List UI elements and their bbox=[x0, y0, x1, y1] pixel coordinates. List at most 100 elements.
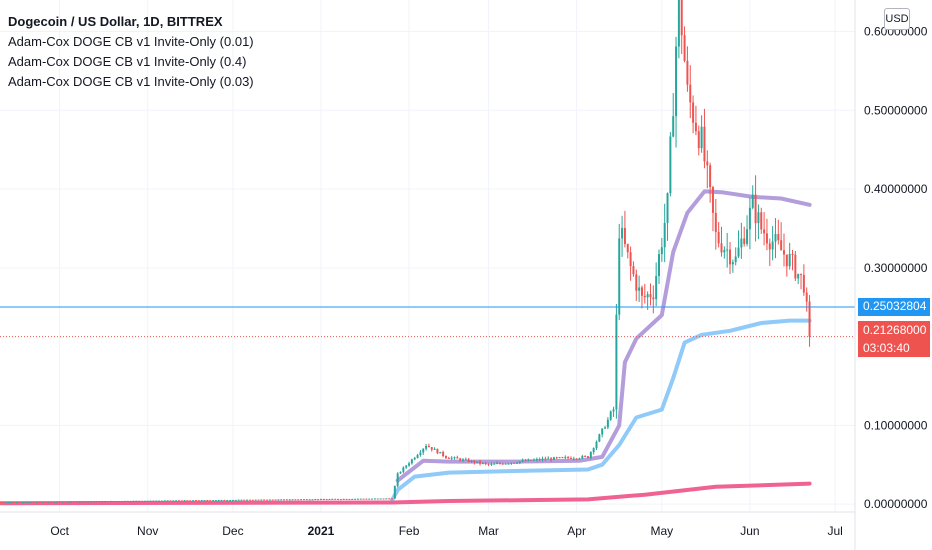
candle-body bbox=[141, 500, 144, 502]
candle-body bbox=[513, 462, 516, 464]
candle-body bbox=[35, 501, 38, 503]
candle-body bbox=[797, 273, 800, 279]
candle-body bbox=[356, 498, 359, 500]
y-tick-label: 0.40000000 bbox=[864, 182, 928, 196]
candle-body bbox=[75, 501, 78, 503]
indicator-label-1[interactable]: Adam-Cox DOGE CB v1 Invite-Only (0.01) bbox=[8, 34, 254, 49]
candle-body bbox=[666, 193, 669, 223]
candle-body bbox=[538, 459, 541, 461]
candle-body bbox=[663, 222, 666, 248]
candle-body bbox=[98, 501, 101, 503]
x-tick-label: Mar bbox=[478, 524, 499, 538]
candle-body bbox=[16, 501, 19, 503]
candle-body bbox=[33, 501, 36, 503]
candle-body bbox=[748, 207, 751, 230]
candle-body bbox=[41, 501, 44, 503]
candle-body bbox=[643, 295, 646, 298]
last-price-value: 0.21268000 bbox=[863, 323, 927, 337]
candle-body bbox=[462, 459, 465, 461]
candle-body bbox=[601, 428, 604, 435]
candle-body bbox=[640, 287, 643, 296]
x-tick-label: Jun bbox=[740, 524, 759, 538]
candle-body bbox=[785, 254, 788, 267]
candle-body bbox=[777, 234, 780, 241]
candle-body bbox=[126, 500, 129, 502]
candle-body bbox=[652, 297, 655, 300]
candle-body bbox=[720, 243, 723, 253]
last-price-tag: 0.21268000 03:03:40 bbox=[858, 321, 930, 357]
candle-body bbox=[791, 254, 794, 256]
candle-body bbox=[450, 457, 453, 459]
candle-body bbox=[442, 451, 445, 456]
candle-body bbox=[52, 501, 55, 503]
candle-body bbox=[121, 501, 124, 503]
candle-body bbox=[504, 463, 507, 465]
candle-body bbox=[260, 499, 263, 501]
candle-body bbox=[246, 499, 249, 501]
candle-body bbox=[544, 458, 547, 460]
x-tick-label: Nov bbox=[137, 524, 158, 538]
x-tick-label: Dec bbox=[222, 524, 243, 538]
candle-body bbox=[368, 498, 371, 500]
candle-body bbox=[706, 161, 709, 166]
candle-body bbox=[217, 499, 220, 501]
candle-body bbox=[618, 238, 621, 315]
candle-body bbox=[621, 227, 624, 239]
candle-body bbox=[535, 459, 538, 461]
candle-body bbox=[24, 501, 27, 503]
candle-body bbox=[800, 273, 803, 275]
candle-body bbox=[416, 455, 419, 458]
candle-body bbox=[470, 460, 473, 462]
symbol-title[interactable]: Dogecoin / US Dollar, 1D, BITTREX bbox=[8, 14, 223, 29]
candle-body bbox=[214, 500, 217, 502]
candle-body bbox=[268, 499, 271, 501]
candle-body bbox=[158, 500, 161, 502]
candle-body bbox=[192, 500, 195, 502]
candle-body bbox=[365, 498, 368, 500]
candle-body bbox=[646, 294, 649, 298]
candle-body bbox=[558, 457, 561, 459]
candle-body bbox=[629, 252, 632, 267]
candle-body bbox=[109, 500, 112, 502]
candle-body bbox=[802, 274, 805, 293]
candle-body bbox=[399, 471, 402, 474]
candle-body bbox=[328, 498, 331, 500]
candle-body bbox=[683, 35, 686, 61]
x-tick-label: 2021 bbox=[308, 524, 335, 538]
candle-body bbox=[479, 461, 482, 464]
candle-body bbox=[405, 465, 408, 468]
candle-body bbox=[334, 498, 337, 500]
candle-body bbox=[402, 467, 405, 472]
candle-body bbox=[160, 500, 163, 502]
indicator-band-1 bbox=[395, 189, 812, 483]
candle-body bbox=[177, 500, 180, 502]
indicator-label-3[interactable]: Adam-Cox DOGE CB v1 Invite-Only (0.03) bbox=[8, 74, 254, 89]
candle-body bbox=[10, 501, 13, 503]
indicator-label-2[interactable]: Adam-Cox DOGE CB v1 Invite-Only (0.4) bbox=[8, 54, 247, 69]
candle-body bbox=[220, 499, 223, 501]
candle-body bbox=[314, 499, 317, 501]
candle-body bbox=[302, 499, 305, 501]
candle-body bbox=[382, 498, 385, 500]
candle-body bbox=[743, 238, 746, 244]
candle-body bbox=[524, 460, 527, 462]
candle-body bbox=[271, 499, 274, 501]
candle-body bbox=[533, 459, 536, 461]
candle-body bbox=[44, 501, 47, 503]
candle-body bbox=[376, 498, 379, 500]
currency-button[interactable]: USD bbox=[884, 8, 910, 30]
candle-body bbox=[373, 498, 376, 500]
candle-body bbox=[484, 463, 487, 465]
candle-body bbox=[686, 60, 689, 85]
candle-body bbox=[507, 463, 510, 465]
candle-body bbox=[581, 456, 584, 459]
candle-body bbox=[197, 500, 200, 502]
candle-body bbox=[223, 499, 226, 501]
candle-body bbox=[564, 457, 567, 459]
candle-body bbox=[436, 448, 439, 454]
candle-body bbox=[72, 501, 75, 503]
y-tick-label: 0.30000000 bbox=[864, 261, 928, 275]
candle-body bbox=[729, 249, 732, 265]
candle-body bbox=[277, 499, 280, 501]
